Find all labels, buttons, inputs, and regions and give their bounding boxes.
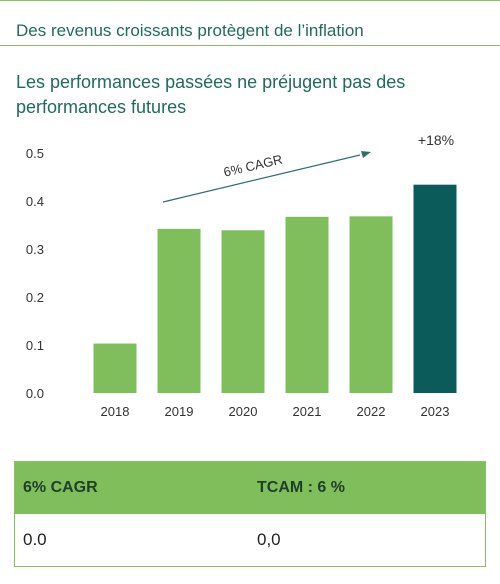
table-header-cell: TCAM : 6 % xyxy=(257,479,345,496)
x-tick-label: 2022 xyxy=(357,404,386,419)
x-tick-label: 2021 xyxy=(293,404,322,419)
trend-arrow xyxy=(162,154,361,203)
x-tick-label: 2020 xyxy=(229,404,258,419)
y-tick-label: 0.2 xyxy=(26,290,44,305)
table-header-row: 6% CAGR TCAM : 6 % xyxy=(15,462,485,514)
y-axis: 0.0 0.1 0.2 0.3 0.4 0.5 xyxy=(26,146,44,401)
bar-2023 xyxy=(413,184,457,393)
bar-2022 xyxy=(349,216,393,393)
bar-2020 xyxy=(221,230,265,393)
x-tick-label: 2023 xyxy=(421,404,450,419)
y-tick-label: 0.0 xyxy=(26,386,44,401)
x-tick-label: 2018 xyxy=(101,404,130,419)
table-cell: 0,0 xyxy=(257,530,281,549)
bar-2021 xyxy=(285,216,329,393)
header-bar: Des revenus croissants protègent de l’in… xyxy=(0,0,500,46)
bar-2019 xyxy=(157,228,201,393)
y-tick-label: 0.4 xyxy=(26,194,44,209)
table-header-cell: 6% CAGR xyxy=(23,479,98,496)
chart-subtitle: Les performances passées ne préjugent pa… xyxy=(16,72,406,117)
bar-2018 xyxy=(93,343,137,393)
x-axis: 2018 2019 2020 2021 2022 2023 xyxy=(101,404,450,419)
y-tick-label: 0.5 xyxy=(26,146,44,161)
y-tick-label: 0.1 xyxy=(26,338,44,353)
x-tick-label: 2019 xyxy=(165,404,194,419)
y-tick-label: 0.3 xyxy=(26,242,44,257)
page-title: Des revenus croissants protègent de l’in… xyxy=(16,21,364,40)
last-bar-label: +18% xyxy=(418,132,454,148)
table-row: 0.0 0,0 xyxy=(15,514,485,566)
summary-table: 6% CAGR TCAM : 6 % 0.0 0,0 xyxy=(14,461,486,567)
bar-chart: 0.00.10.20.30.40.5 2018 2019 2020 2021 2022 2… xyxy=(26,132,457,419)
trend-arrow-head xyxy=(361,151,371,158)
table-cell: 0.0 xyxy=(23,530,47,549)
bars xyxy=(93,184,457,393)
